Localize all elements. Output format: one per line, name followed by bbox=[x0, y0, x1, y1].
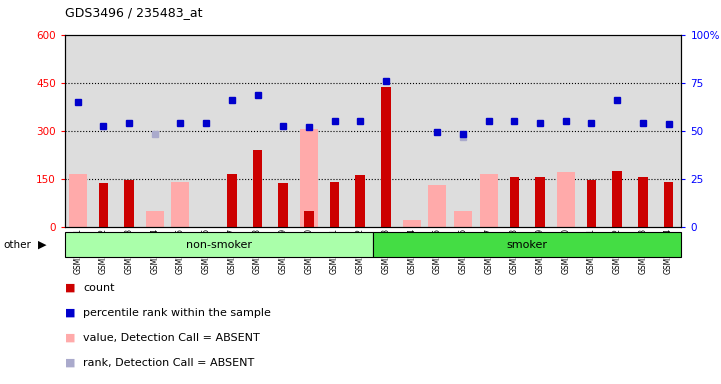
Text: ■: ■ bbox=[65, 358, 76, 368]
Bar bbox=[355, 175, 365, 227]
Bar bbox=[373, 232, 681, 257]
Text: count: count bbox=[83, 283, 115, 293]
Text: ■: ■ bbox=[65, 308, 76, 318]
Bar bbox=[329, 182, 340, 227]
Bar bbox=[663, 182, 673, 227]
Bar bbox=[304, 210, 314, 227]
Bar bbox=[612, 170, 622, 227]
Bar bbox=[252, 150, 262, 227]
Bar bbox=[402, 220, 420, 227]
Text: other: other bbox=[4, 240, 32, 250]
Text: GDS3496 / 235483_at: GDS3496 / 235483_at bbox=[65, 6, 203, 19]
Bar bbox=[381, 88, 391, 227]
Bar bbox=[146, 210, 164, 227]
Text: smoker: smoker bbox=[507, 240, 548, 250]
Bar bbox=[300, 129, 318, 227]
Bar bbox=[65, 232, 373, 257]
Bar bbox=[428, 185, 446, 227]
Text: rank, Detection Call = ABSENT: rank, Detection Call = ABSENT bbox=[83, 358, 255, 368]
Bar bbox=[479, 174, 497, 227]
Text: ▶: ▶ bbox=[37, 240, 46, 250]
Bar bbox=[638, 177, 647, 227]
Bar bbox=[172, 182, 190, 227]
Bar bbox=[587, 180, 596, 227]
Bar bbox=[68, 174, 87, 227]
Bar bbox=[510, 177, 519, 227]
Text: ■: ■ bbox=[65, 283, 76, 293]
Text: non-smoker: non-smoker bbox=[186, 240, 252, 250]
Bar bbox=[278, 184, 288, 227]
Text: percentile rank within the sample: percentile rank within the sample bbox=[83, 308, 271, 318]
Text: value, Detection Call = ABSENT: value, Detection Call = ABSENT bbox=[83, 333, 260, 343]
Text: ■: ■ bbox=[65, 333, 76, 343]
Bar bbox=[535, 177, 545, 227]
Bar bbox=[99, 184, 108, 227]
Bar bbox=[454, 210, 472, 227]
Bar bbox=[557, 172, 575, 227]
Bar bbox=[124, 180, 134, 227]
Bar bbox=[227, 174, 236, 227]
